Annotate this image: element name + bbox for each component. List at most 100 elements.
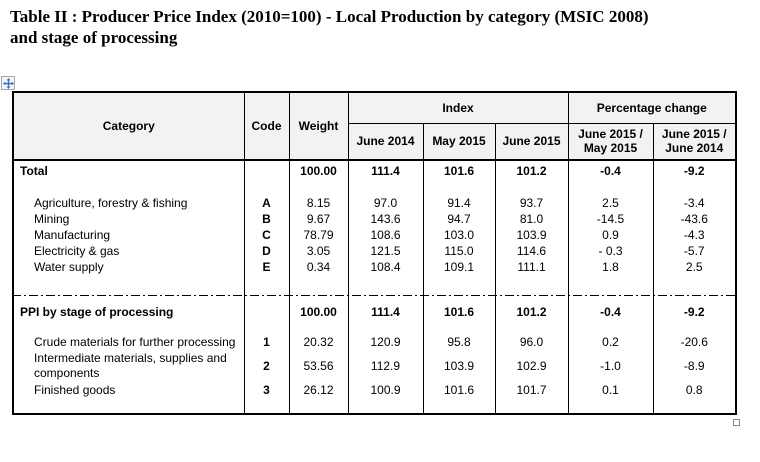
cell-june2015: 101.7 <box>494 382 569 398</box>
cell-weight: 26.12 <box>288 382 349 398</box>
cell-category: Electricity & gas <box>12 243 245 259</box>
document-title-line2: and stage of processing <box>10 28 178 47</box>
table-row-electricity-gas: Electricity & gas D 3.05 121.5 115.0 114… <box>12 243 737 259</box>
cell-category: Water supply <box>12 259 245 275</box>
cell-pct-mom: -1.0 <box>567 350 654 382</box>
table-row-mining: Mining B 9.67 143.6 94.7 81.0 -14.5 -43.… <box>12 211 737 227</box>
cell-june2015: 81.0 <box>494 211 569 227</box>
cell-june2014: 120.9 <box>347 334 424 350</box>
table-move-handle[interactable] <box>1 76 15 90</box>
cell-pct-yoy: 2.5 <box>652 259 737 275</box>
cell-pct-yoy: -9.2 <box>652 160 737 181</box>
cell-june2015: 102.9 <box>494 350 569 382</box>
cell-code: 1 <box>243 334 290 350</box>
cell-weight: 78.79 <box>288 227 349 243</box>
cell-pct-mom: - 0.3 <box>567 243 654 259</box>
cell-pct-mom: 2.5 <box>567 195 654 211</box>
cell-june2014: 112.9 <box>347 350 424 382</box>
cell-may2015: 101.6 <box>422 382 496 398</box>
cell-category: Finished goods <box>12 382 245 398</box>
cell-may2015: 101.6 <box>422 160 496 181</box>
cell-june2015: 101.2 <box>494 160 569 181</box>
col-header-june-2014: June 2014 <box>347 122 424 161</box>
cell-weight: 9.67 <box>288 211 349 227</box>
cell-code: B <box>243 211 290 227</box>
cell-may2015: 109.1 <box>422 259 496 275</box>
cell-pct-mom: 0.9 <box>567 227 654 243</box>
cell-may2015: 115.0 <box>422 243 496 259</box>
section-dash-separator <box>12 295 735 296</box>
col-group-index: Index <box>347 91 569 124</box>
cell-june2015: 103.9 <box>494 227 569 243</box>
table-row-crude-materials: Crude materials for further processing 1… <box>12 334 737 350</box>
table-row-water-supply: Water supply E 0.34 108.4 109.1 111.1 1.… <box>12 259 737 275</box>
cell-pct-mom: -0.4 <box>567 160 654 181</box>
cell-weight: 20.32 <box>288 334 349 350</box>
cell-pct-mom: -0.4 <box>567 294 654 324</box>
table-row-finished-goods: Finished goods 3 26.12 100.9 101.6 101.7… <box>12 382 737 398</box>
col-header-pct-yoy: June 2015 / June 2014 <box>652 122 737 161</box>
col-header-code: Code <box>243 91 290 161</box>
cell-june2014: 121.5 <box>347 243 424 259</box>
cell-code: A <box>243 195 290 211</box>
cell-pct-yoy: -43.6 <box>652 211 737 227</box>
col-header-pct-mom: June 2015 / May 2015 <box>567 122 654 161</box>
cell-june2014: 108.4 <box>347 259 424 275</box>
cell-may2015: 103.9 <box>422 350 496 382</box>
cell-june2014: 111.4 <box>347 294 424 324</box>
cell-pct-mom: -14.5 <box>567 211 654 227</box>
cell-pct-yoy: -8.9 <box>652 350 737 382</box>
spacer-row <box>12 398 737 414</box>
cell-june2015: 96.0 <box>494 334 569 350</box>
cell-code <box>243 294 290 324</box>
cell-june2014: 108.6 <box>347 227 424 243</box>
cell-june2015: 101.2 <box>494 294 569 324</box>
document-title: Table II : Producer Price Index (2010=10… <box>10 6 750 48</box>
cell-pct-mom: 0.2 <box>567 334 654 350</box>
cell-code: D <box>243 243 290 259</box>
table-row-ppi-stage: PPI by stage of processing 100.00 111.4 … <box>12 294 737 324</box>
ppi-table: Category Code Weight Index Percentage ch… <box>12 91 738 415</box>
table-row-intermediate-materials: Intermediate materials, supplies and com… <box>12 350 737 382</box>
cell-category: Crude materials for further processing <box>12 334 245 350</box>
document-title-line1: Table II : Producer Price Index (2010=10… <box>10 7 649 26</box>
cell-may2015: 95.8 <box>422 334 496 350</box>
cell-code: 3 <box>243 382 290 398</box>
cell-june2014: 143.6 <box>347 211 424 227</box>
cell-category: Agriculture, forestry & fishing <box>12 195 245 211</box>
cell-june2014: 111.4 <box>347 160 424 181</box>
cell-code: 2 <box>243 350 290 382</box>
cell-code: C <box>243 227 290 243</box>
cell-june2015: 93.7 <box>494 195 569 211</box>
cell-pct-yoy: -9.2 <box>652 294 737 324</box>
cell-may2015: 101.6 <box>422 294 496 324</box>
spacer-row <box>12 181 737 195</box>
col-header-june-2015: June 2015 <box>494 122 569 161</box>
cell-weight: 100.00 <box>288 160 349 181</box>
cell-weight: 0.34 <box>288 259 349 275</box>
spacer-row <box>12 324 737 334</box>
table-row-agriculture: Agriculture, forestry & fishing A 8.15 9… <box>12 195 737 211</box>
cell-june2015: 111.1 <box>494 259 569 275</box>
cell-category: Mining <box>12 211 245 227</box>
cell-pct-yoy: 0.8 <box>652 382 737 398</box>
cell-weight: 3.05 <box>288 243 349 259</box>
spacer-row <box>12 275 737 294</box>
col-header-category: Category <box>12 91 245 161</box>
cell-june2015: 114.6 <box>494 243 569 259</box>
table-resize-handle[interactable] <box>733 419 740 426</box>
cell-weight: 8.15 <box>288 195 349 211</box>
cell-may2015: 91.4 <box>422 195 496 211</box>
cell-pct-yoy: -20.6 <box>652 334 737 350</box>
cell-june2014: 100.9 <box>347 382 424 398</box>
cell-may2015: 94.7 <box>422 211 496 227</box>
cell-category: PPI by stage of processing <box>12 294 245 324</box>
col-header-weight: Weight <box>288 91 349 161</box>
cell-code <box>243 160 290 181</box>
table-row-total: Total 100.00 111.4 101.6 101.2 -0.4 -9.2 <box>12 160 737 181</box>
cell-pct-yoy: -3.4 <box>652 195 737 211</box>
cell-category: Intermediate materials, supplies and com… <box>12 350 245 382</box>
cell-category: Total <box>12 160 245 181</box>
cell-pct-mom: 1.8 <box>567 259 654 275</box>
